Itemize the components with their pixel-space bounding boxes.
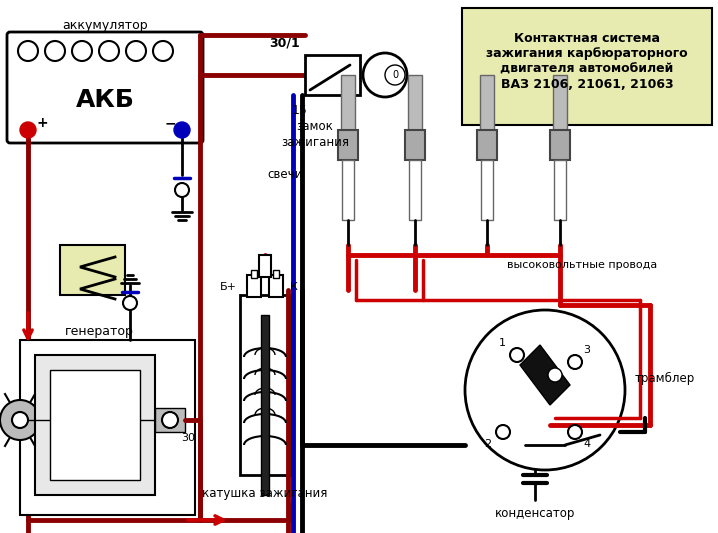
Text: АКБ: АКБ [75, 88, 134, 112]
Text: 30: 30 [181, 433, 195, 443]
Circle shape [162, 412, 178, 428]
Text: замок: замок [297, 120, 333, 133]
Text: трамблер: трамблер [635, 372, 695, 384]
Text: высоковольтные провода: высоковольтные провода [507, 260, 657, 270]
Bar [20, 340, 195, 515]
Bar [261, 315, 269, 495]
Circle shape [153, 41, 173, 61]
Text: 3: 3 [584, 345, 590, 355]
Text: 30/1: 30/1 [270, 36, 300, 50]
Text: 0: 0 [392, 70, 398, 80]
Text: свечи: свечи [268, 168, 303, 182]
Bar [550, 130, 570, 160]
Circle shape [363, 53, 407, 97]
FancyBboxPatch shape [7, 32, 203, 143]
Bar [273, 270, 279, 278]
Text: Б+: Б+ [220, 282, 237, 292]
Bar [155, 408, 185, 432]
Text: катушка зажигания: катушка зажигания [202, 487, 327, 499]
Circle shape [45, 41, 65, 61]
Bar [553, 75, 567, 130]
Circle shape [175, 183, 189, 197]
Bar [405, 130, 425, 160]
Circle shape [18, 41, 38, 61]
Circle shape [496, 425, 510, 439]
Text: +: + [36, 116, 48, 130]
Text: 15: 15 [292, 103, 308, 117]
Text: зажигания: зажигания [281, 136, 349, 149]
Circle shape [548, 368, 562, 382]
Bar [462, 8, 712, 125]
Bar [35, 355, 155, 495]
Bar [342, 160, 354, 220]
Circle shape [72, 41, 92, 61]
Bar [481, 160, 493, 220]
Bar [480, 75, 494, 130]
Circle shape [12, 412, 28, 428]
Circle shape [385, 65, 405, 85]
Circle shape [568, 355, 582, 369]
Bar [409, 160, 421, 220]
Bar [247, 275, 261, 297]
Circle shape [20, 122, 36, 138]
Circle shape [126, 41, 146, 61]
Text: генератор: генератор [65, 326, 134, 338]
Bar [60, 245, 125, 295]
Circle shape [123, 296, 137, 310]
Circle shape [568, 425, 582, 439]
Bar [338, 130, 358, 160]
Bar [269, 275, 283, 297]
Text: конденсатор: конденсатор [495, 507, 575, 521]
Text: 4: 4 [584, 439, 591, 449]
Text: 2: 2 [485, 439, 492, 449]
Circle shape [174, 122, 190, 138]
Bar [259, 255, 271, 277]
Bar [341, 75, 355, 130]
Bar [408, 75, 422, 130]
Bar [477, 130, 497, 160]
Bar [240, 295, 290, 475]
Text: аккумулятор: аккумулятор [62, 19, 148, 31]
Bar [50, 370, 140, 480]
Polygon shape [520, 345, 570, 405]
Circle shape [0, 400, 40, 440]
Bar [305, 55, 360, 95]
Text: 1: 1 [498, 338, 505, 348]
Bar [251, 270, 257, 278]
Text: Контактная система
зажигания карбюраторного
двигателя автомобилей
ВАЗ 2106, 2106: Контактная система зажигания карбюраторн… [486, 33, 688, 91]
Circle shape [465, 310, 625, 470]
Circle shape [510, 348, 524, 362]
Bar [554, 160, 566, 220]
Text: К: К [290, 282, 298, 292]
Text: −: − [164, 116, 176, 130]
Circle shape [99, 41, 119, 61]
